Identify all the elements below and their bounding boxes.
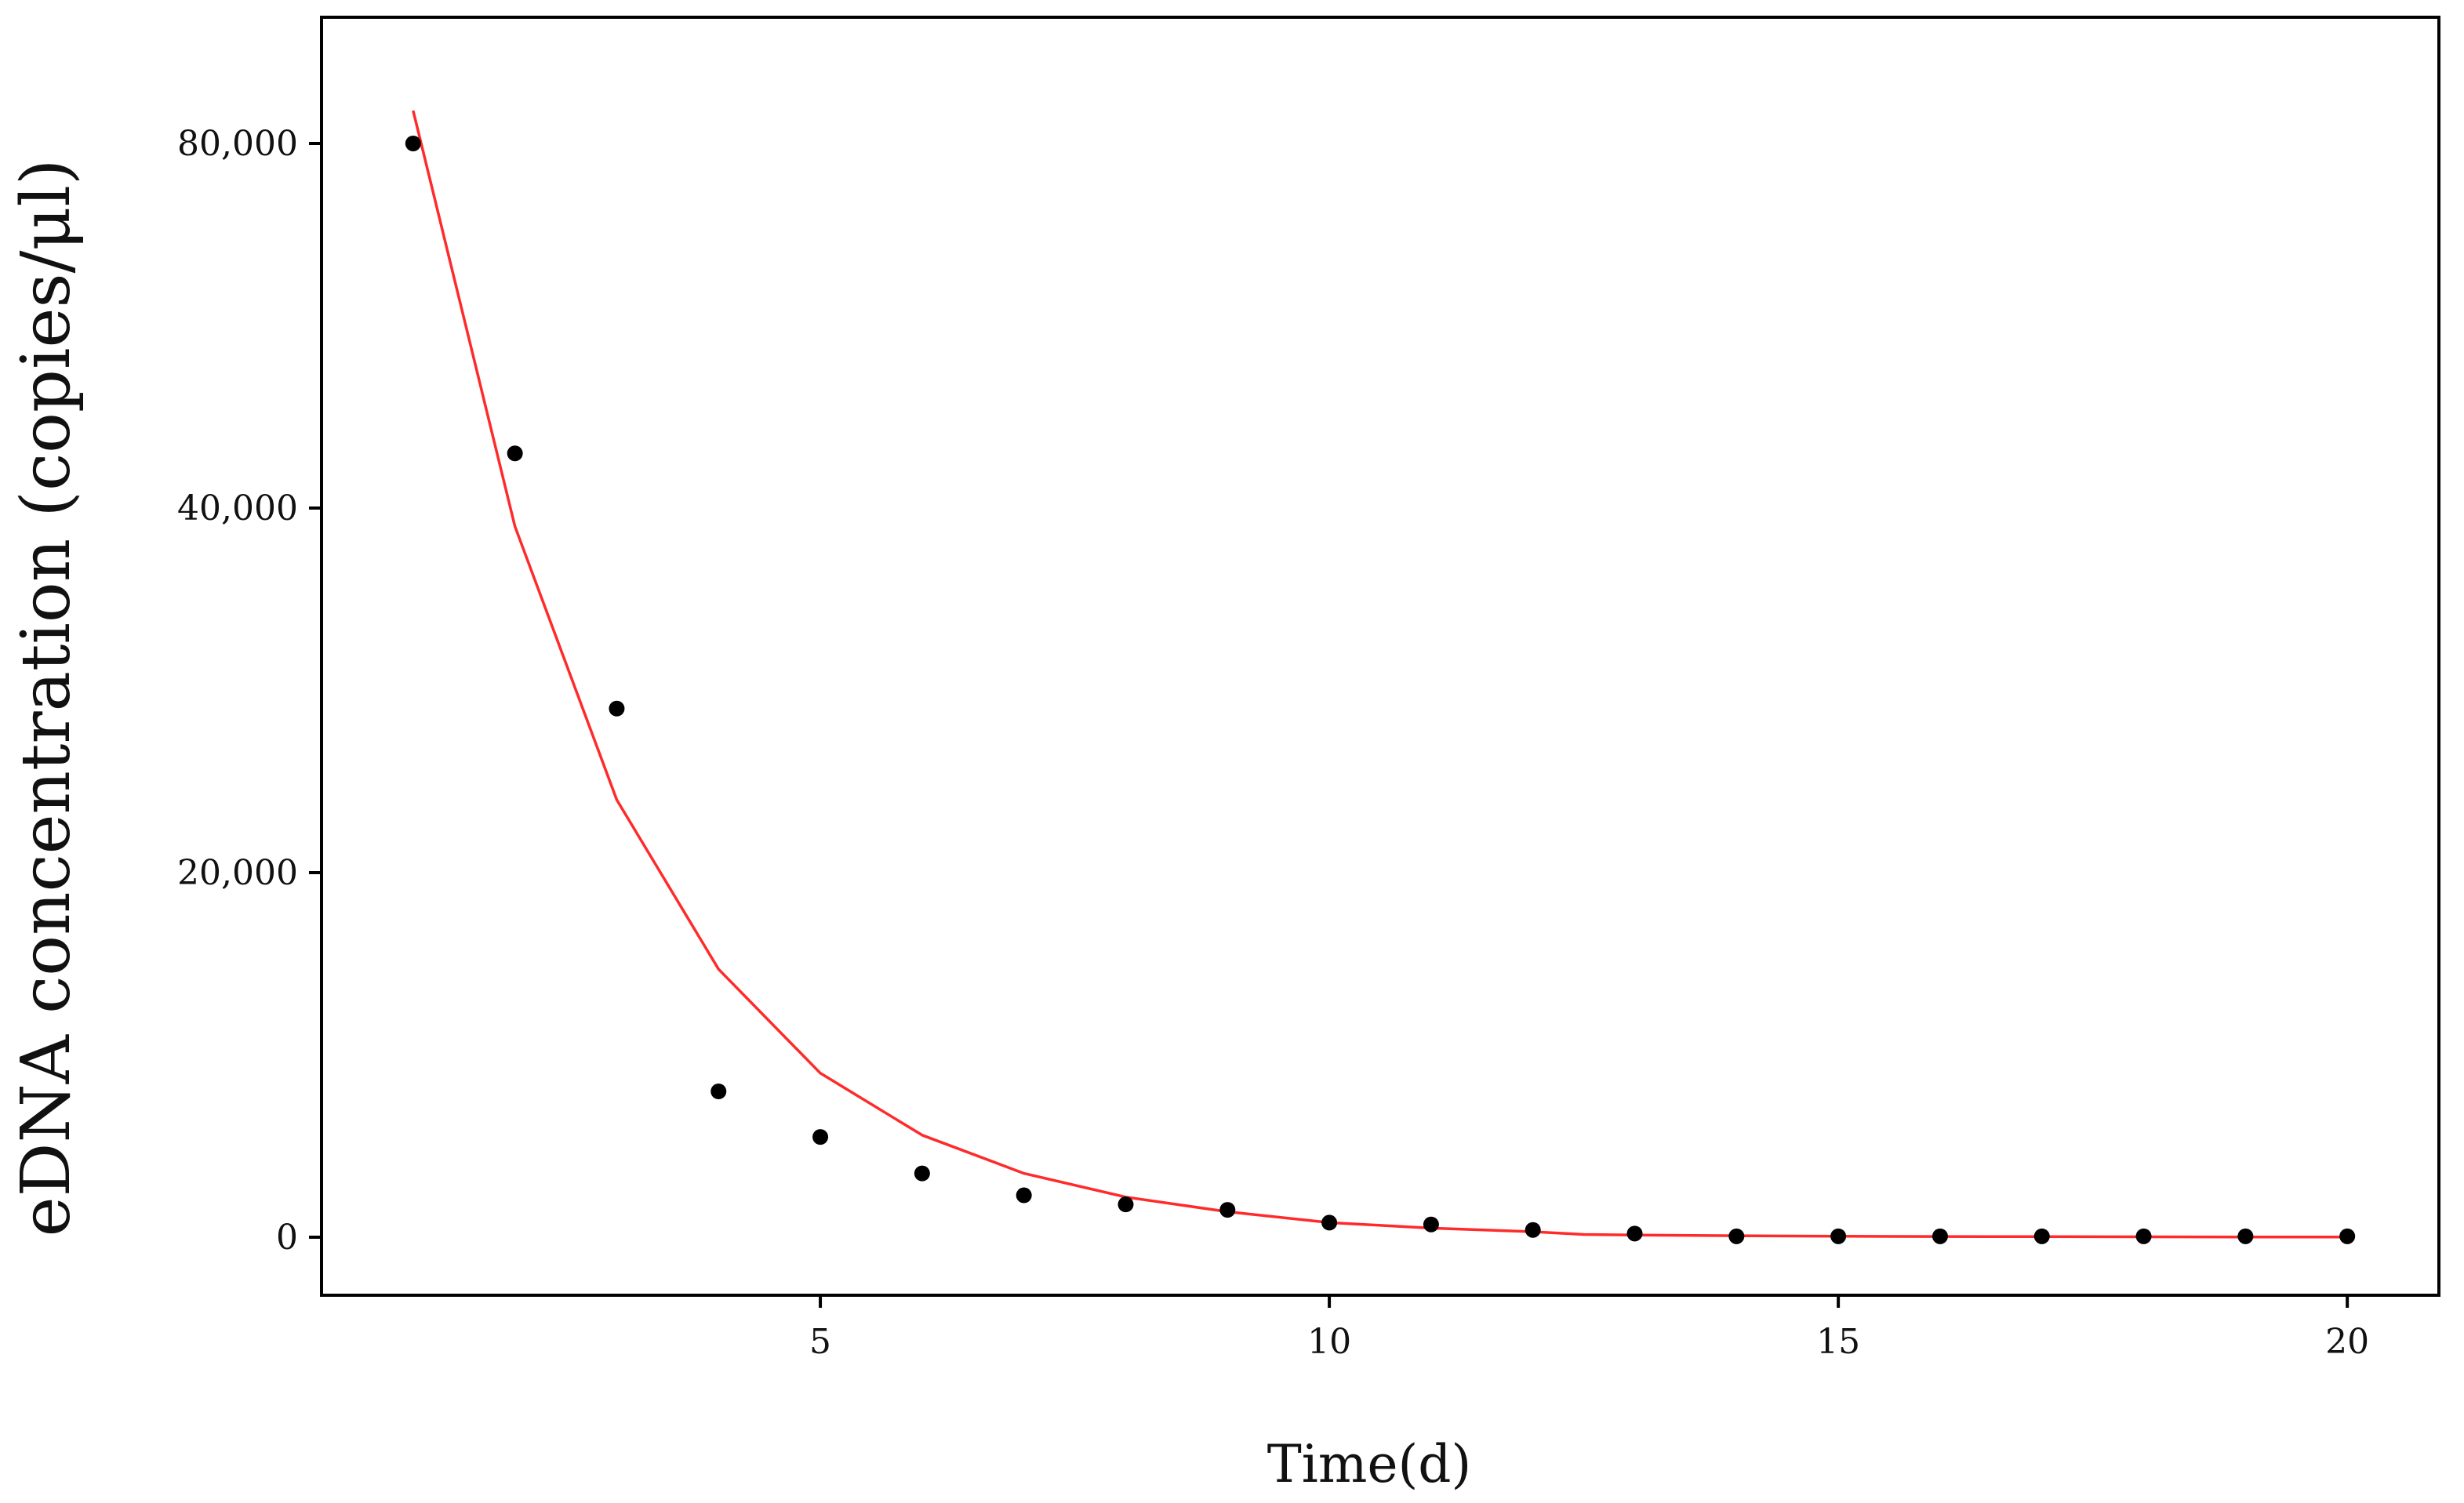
x-tick-label: 5 [809,1322,831,1362]
data-point [1830,1228,1847,1244]
x-tick-label: 20 [2325,1322,2369,1362]
x-tick-label: 15 [1816,1322,1860,1362]
data-point [609,700,625,717]
fit-curve-line [412,110,2348,1239]
data-point [405,136,421,151]
data-point [2339,1228,2356,1244]
y-tick-label: 0 [276,1218,298,1258]
x-axis-title: Time(d) [1267,1434,1472,1494]
data-point [914,1165,930,1182]
data-point [710,1084,727,1099]
y-axis: 0 20,000 40,000 80,000 [177,124,322,1258]
series-layer [405,110,2356,1244]
data-point [507,445,523,462]
data-point [1321,1214,1338,1231]
data-point [1016,1187,1032,1203]
data-point [2237,1228,2254,1244]
y-tick-label: 20,000 [177,853,298,893]
data-point [1728,1228,1745,1244]
y-tick-label: 80,000 [177,124,298,164]
data-point [2135,1228,2152,1244]
data-point [1423,1216,1439,1233]
x-axis: 5 10 15 20 [809,1295,2369,1362]
data-point [812,1129,829,1145]
data-point [1525,1222,1541,1238]
x-tick-label: 10 [1307,1322,1351,1362]
data-point [1626,1225,1643,1242]
data-point [2033,1228,2050,1244]
data-point [1932,1228,1948,1244]
plot-frame [320,16,2440,1297]
y-tick-label: 40,000 [177,488,298,528]
data-point [1118,1196,1134,1213]
data-point [1219,1202,1236,1218]
y-axis-title: eDNA concentration (copies/μl) [7,159,85,1237]
